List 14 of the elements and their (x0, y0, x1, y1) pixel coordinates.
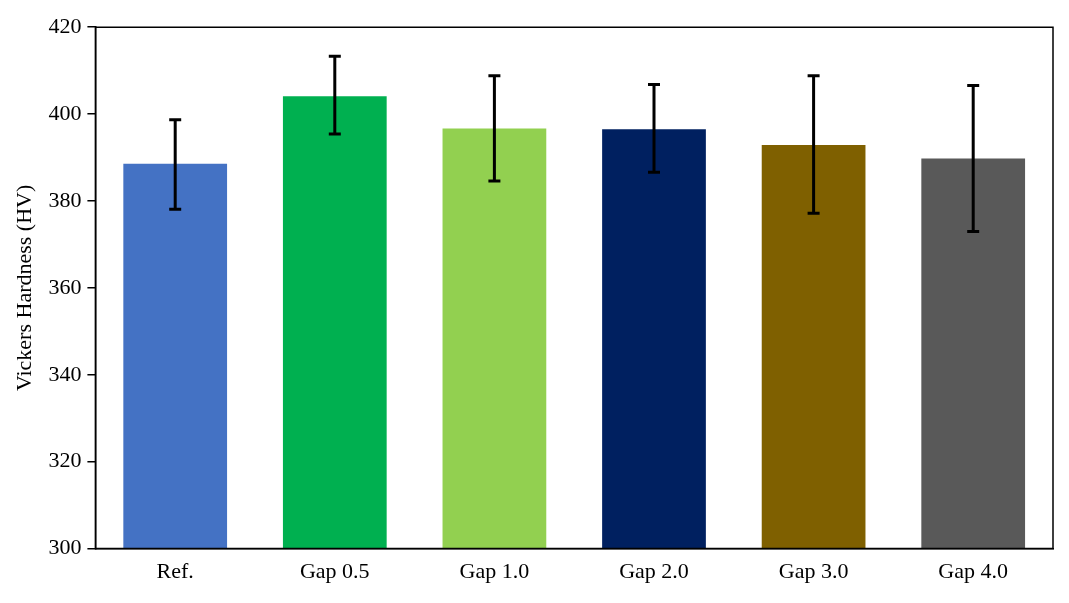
x-tick-label: Gap 4.0 (938, 557, 1009, 583)
y-tick-label: 420 (48, 12, 82, 38)
y-tick-label: 320 (48, 447, 82, 473)
x-tick-label: Gap 2.0 (619, 557, 689, 583)
x-tick-label: Gap 1.0 (459, 557, 530, 583)
y-axis-title: Vickers Hardness (HV) (10, 184, 36, 392)
x-tick-label: Gap 0.5 (299, 557, 370, 583)
y-tick-label: 360 (48, 273, 82, 299)
y-tick-label: 380 (48, 186, 82, 212)
y-tick-label: 340 (48, 360, 82, 386)
x-tick-label: Gap 3.0 (778, 557, 849, 583)
y-tick-label: 400 (48, 99, 82, 125)
x-tick-label: Ref. (156, 557, 194, 583)
y-tick-label: 300 (48, 534, 82, 560)
